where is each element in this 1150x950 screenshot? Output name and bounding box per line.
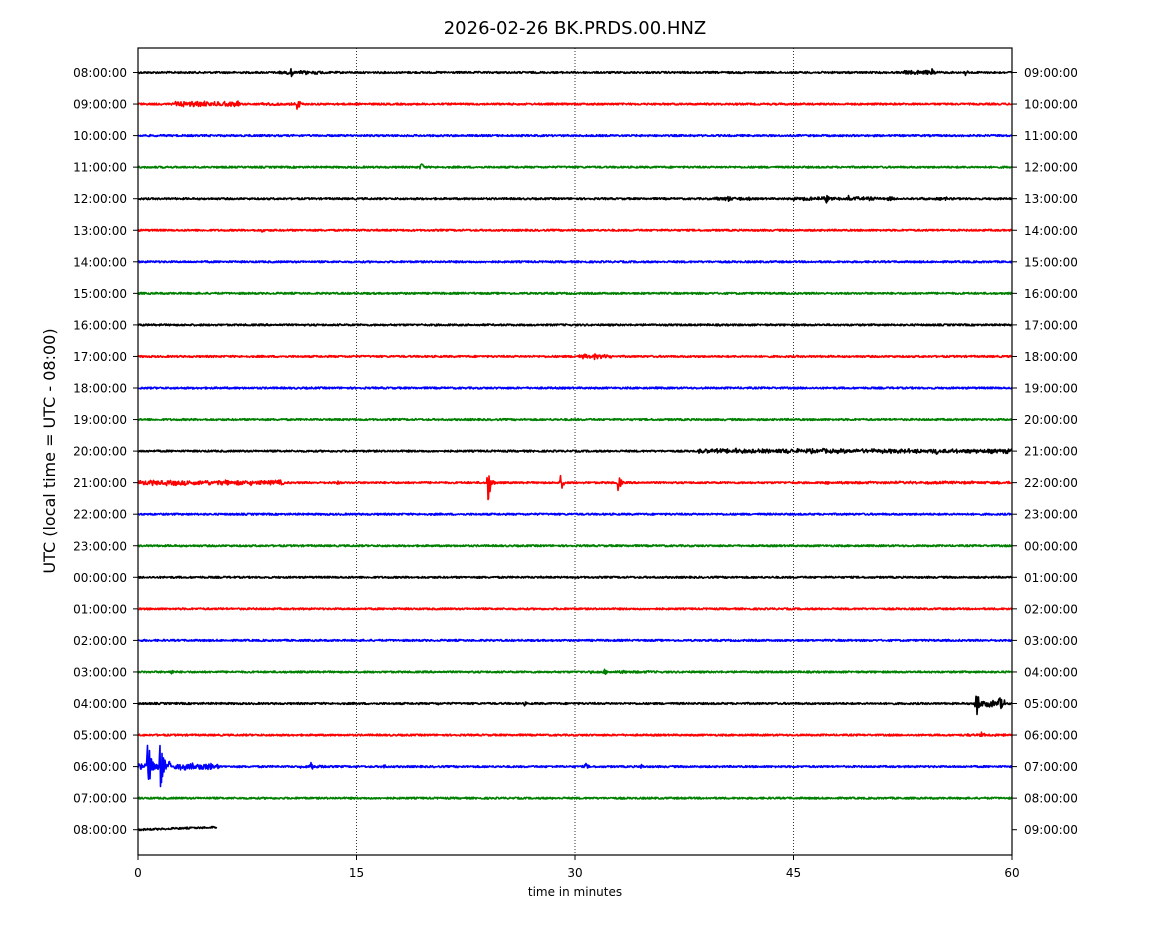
hour-label-left: 15:00:00	[73, 287, 127, 301]
seismic-trace-row	[137, 447, 1013, 455]
x-tick-label: 30	[567, 866, 582, 880]
seismic-trace-row	[137, 68, 1013, 78]
hour-label-right: 09:00:00	[1024, 66, 1078, 80]
hour-label-left: 08:00:00	[73, 823, 127, 837]
seismic-trace-row	[137, 638, 1013, 643]
seismic-trace-row	[137, 607, 1013, 611]
hour-label-right: 17:00:00	[1024, 318, 1078, 332]
hour-label-right: 04:00:00	[1024, 665, 1078, 679]
seismic-trace-row	[137, 512, 1013, 516]
hour-label-left: 02:00:00	[73, 634, 127, 648]
hour-label-left: 11:00:00	[73, 161, 127, 175]
x-axis-label: time in minutes	[528, 885, 622, 899]
seismic-trace-row	[137, 260, 1013, 264]
y-axis-label: UTC (local time = UTC - 08:00)	[40, 328, 59, 573]
seismic-trace-row	[137, 353, 1013, 361]
grid-lines	[356, 48, 794, 855]
hour-label-left: 12:00:00	[73, 192, 127, 206]
hour-label-left: 20:00:00	[73, 445, 127, 459]
x-tick-label: 60	[1004, 866, 1019, 880]
hour-label-left: 17:00:00	[73, 350, 127, 364]
seismic-trace-row	[137, 731, 1013, 738]
hour-label-right: 20:00:00	[1024, 413, 1078, 427]
hour-label-right: 22:00:00	[1024, 476, 1078, 490]
x-tick-label: 0	[134, 866, 142, 880]
hour-label-left: 21:00:00	[73, 476, 127, 490]
hour-label-left: 05:00:00	[73, 729, 127, 743]
hour-label-right: 08:00:00	[1024, 792, 1078, 806]
hour-label-right: 15:00:00	[1024, 255, 1078, 269]
plot-frame	[137, 47, 1013, 856]
hour-label-left: 09:00:00	[73, 98, 127, 112]
hour-label-right: 02:00:00	[1024, 602, 1078, 616]
hour-label-left: 19:00:00	[73, 413, 127, 427]
seismic-trace-row	[137, 825, 218, 832]
hour-label-left: 10:00:00	[73, 129, 127, 143]
seismic-trace-row	[137, 668, 1013, 675]
right-hour-labels: 09:00:00 10:00:00 11:00:00 12:00:00 13:00:00…	[1012, 66, 1078, 837]
hour-label-right: 06:00:00	[1024, 729, 1078, 743]
hour-label-right: 00:00:00	[1024, 539, 1078, 553]
hour-label-left: 01:00:00	[73, 602, 127, 616]
hour-label-right: 12:00:00	[1024, 161, 1078, 175]
hour-label-right: 10:00:00	[1024, 98, 1078, 112]
hour-label-left: 06:00:00	[73, 760, 127, 774]
seismic-trace-row	[137, 417, 1013, 422]
seismic-trace-row	[137, 386, 1013, 390]
hour-label-left: 08:00:00	[73, 66, 127, 80]
seismic-trace-row	[137, 474, 1013, 501]
hour-label-right: 21:00:00	[1024, 445, 1078, 459]
seismic-trace-row	[137, 194, 1013, 204]
seismic-trace-row	[137, 323, 1013, 327]
hour-label-left: 00:00:00	[73, 571, 127, 585]
hour-label-right: 13:00:00	[1024, 192, 1078, 206]
seismic-trace-row	[137, 544, 1013, 548]
hour-label-left: 03:00:00	[73, 665, 127, 679]
x-tick-label: 15	[349, 866, 364, 880]
seismic-trace-row	[137, 228, 1013, 233]
seismic-traces	[137, 68, 1013, 832]
hour-label-right: 23:00:00	[1024, 508, 1078, 522]
seismic-trace-row	[137, 695, 1013, 716]
hour-label-right: 16:00:00	[1024, 287, 1078, 301]
hour-label-left: 16:00:00	[73, 318, 127, 332]
hour-label-right: 07:00:00	[1024, 760, 1078, 774]
chart-title: 2026-02-26 BK.PRDS.00.HNZ	[444, 18, 707, 39]
x-axis-ticks: 0 15 30 45 60	[134, 855, 1020, 880]
seismic-trace-row	[137, 133, 1013, 138]
x-tick-label: 45	[786, 866, 801, 880]
seismic-trace-row	[137, 100, 1013, 110]
seismic-trace-row	[137, 163, 1013, 170]
hour-label-right: 09:00:00	[1024, 823, 1078, 837]
hour-label-left: 23:00:00	[73, 539, 127, 553]
hour-label-left: 04:00:00	[73, 697, 127, 711]
hour-label-left: 14:00:00	[73, 255, 127, 269]
hour-label-right: 03:00:00	[1024, 634, 1078, 648]
seismic-trace-row	[137, 575, 1013, 579]
left-hour-labels: 08:00:00 09:00:00 10:00:00 11:00:00 12:00:00…	[73, 66, 138, 837]
hour-label-right: 19:00:00	[1024, 382, 1078, 396]
hour-label-right: 01:00:00	[1024, 571, 1078, 585]
hour-label-left: 22:00:00	[73, 508, 127, 522]
seismic-trace-row	[137, 744, 1013, 788]
hour-label-right: 18:00:00	[1024, 350, 1078, 364]
hour-label-right: 11:00:00	[1024, 129, 1078, 143]
hour-label-right: 05:00:00	[1024, 697, 1078, 711]
hour-label-left: 18:00:00	[73, 382, 127, 396]
hour-label-right: 14:00:00	[1024, 224, 1078, 238]
hour-label-left: 13:00:00	[73, 224, 127, 238]
seismic-trace-row	[137, 796, 1013, 800]
hour-label-left: 07:00:00	[73, 792, 127, 806]
seismic-trace-row	[137, 291, 1013, 295]
